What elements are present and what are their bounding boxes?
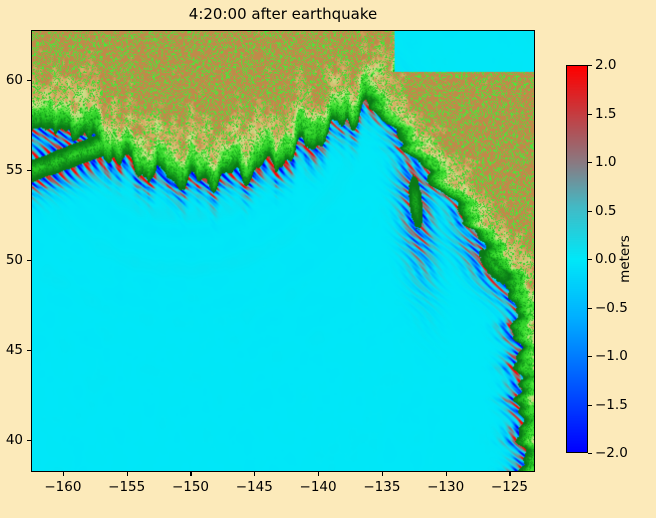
map-axes[interactable] (31, 30, 535, 472)
y-tick-mark (27, 170, 31, 172)
y-tick-label: 45 (5, 341, 23, 358)
x-tick-mark (445, 472, 447, 476)
colorbar-gradient (567, 66, 587, 452)
colorbar-tick-label: −1.0 (595, 348, 628, 364)
colorbar-tick-label: −0.5 (595, 299, 628, 316)
colorbar-tick-label: 0.0 (595, 251, 617, 267)
colorbar-tick-mark (588, 113, 592, 115)
colorbar-tick-label: 0.5 (595, 202, 617, 219)
x-tick-label: −140 (299, 479, 337, 495)
y-tick-label: 50 (5, 251, 23, 268)
x-tick-label: −125 (490, 479, 529, 495)
y-tick-mark (27, 349, 31, 351)
colorbar-tick-mark (588, 356, 592, 358)
x-tick-label: −155 (108, 479, 146, 495)
y-tick-label: 40 (5, 431, 23, 448)
x-tick-label: −160 (44, 479, 82, 495)
y-tick-mark (27, 259, 31, 262)
colorbar-label: meters (617, 235, 633, 283)
x-tick-mark (318, 472, 320, 476)
x-tick-mark (381, 472, 384, 476)
colorbar-tick-label: −1.5 (595, 396, 628, 413)
x-tick-mark (190, 472, 192, 476)
page-title: 4:20:00 after earthquake (188, 5, 378, 23)
colorbar-tick-label: 1.0 (595, 154, 617, 170)
x-tick-mark (62, 472, 65, 476)
colorbar-tick-label: 2.0 (595, 57, 617, 73)
colorbar-tick-mark (588, 210, 592, 212)
x-tick-label: −135 (363, 479, 401, 495)
y-tick-mark (27, 439, 31, 441)
colorbar-tick-mark (588, 307, 592, 309)
x-tick-label: −150 (171, 479, 210, 495)
colorbar[interactable] (566, 65, 588, 453)
tsunami-heatmap (32, 31, 534, 471)
x-tick-label: −130 (427, 479, 465, 495)
colorbar-tick-mark (588, 65, 592, 67)
colorbar-tick-mark (588, 404, 592, 406)
x-tick-mark (126, 472, 128, 476)
y-tick-mark (27, 80, 31, 82)
x-tick-mark (509, 472, 511, 476)
y-tick-label: 60 (5, 72, 23, 89)
colorbar-tick-label: −2.0 (595, 445, 628, 461)
colorbar-tick-mark (588, 453, 592, 455)
x-tick-mark (254, 472, 256, 476)
colorbar-tick-label: 1.5 (595, 105, 617, 122)
x-tick-label: −145 (235, 479, 273, 495)
y-tick-label: 55 (5, 162, 23, 179)
colorbar-tick-mark (588, 162, 592, 164)
colorbar-tick-mark (588, 259, 592, 261)
